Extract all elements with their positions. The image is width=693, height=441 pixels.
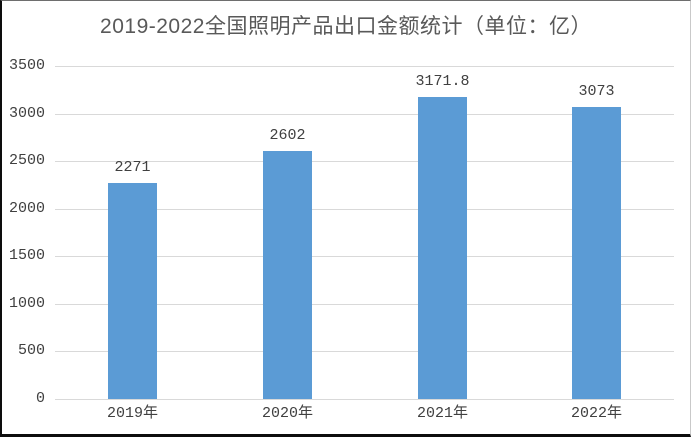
bar-2021年: 3171.8	[415, 73, 470, 399]
y-tick-label: 0	[35, 390, 45, 407]
bar-slot: 2602	[210, 66, 365, 399]
bar-2019年: 2271	[108, 159, 157, 399]
bar-value-label: 3073	[578, 82, 615, 100]
y-tick-label: 500	[17, 342, 45, 359]
y-tick-label: 2000	[8, 200, 45, 217]
y-tick-label: 3500	[8, 57, 45, 74]
bar-slot: 2271	[55, 66, 210, 399]
gridline	[55, 161, 674, 162]
gridline	[55, 304, 674, 305]
x-tick-label: 2021年	[416, 405, 468, 422]
gridline	[55, 256, 674, 257]
plot-area: 2271 2602 3171.8 3073	[55, 66, 674, 400]
bar-value-label: 2602	[269, 127, 306, 145]
bar-slot: 3171.8	[365, 66, 520, 399]
bar-value-label: 3171.8	[415, 73, 470, 91]
y-tick-label: 1500	[8, 247, 45, 264]
x-tick-label: 2020年	[261, 405, 313, 422]
y-tick-label: 2500	[8, 152, 45, 169]
y-tick-label: 3000	[8, 105, 45, 122]
gridline	[55, 209, 674, 210]
bar-slot: 3073	[519, 66, 674, 399]
y-tick-label: 1000	[8, 295, 45, 312]
bar-value-label: 2271	[114, 158, 151, 176]
gridline	[55, 66, 674, 67]
x-tick-label: 2019年	[106, 405, 158, 422]
x-tick-label: 2022年	[570, 405, 622, 422]
bar-2022年: 3073	[572, 83, 621, 399]
x-axis-line	[55, 399, 674, 400]
y-axis: 0 500 1000 1500 2000 2500 3000 3500	[2, 57, 45, 407]
bar-2020年: 2602	[263, 127, 312, 399]
chart-title: 2019-2022全国照明产品出口金额统计（单位：亿）	[100, 15, 592, 38]
gridline	[55, 351, 674, 352]
gridline	[55, 114, 674, 115]
x-axis: 2019年 2020年 2021年 2022年	[55, 404, 674, 428]
